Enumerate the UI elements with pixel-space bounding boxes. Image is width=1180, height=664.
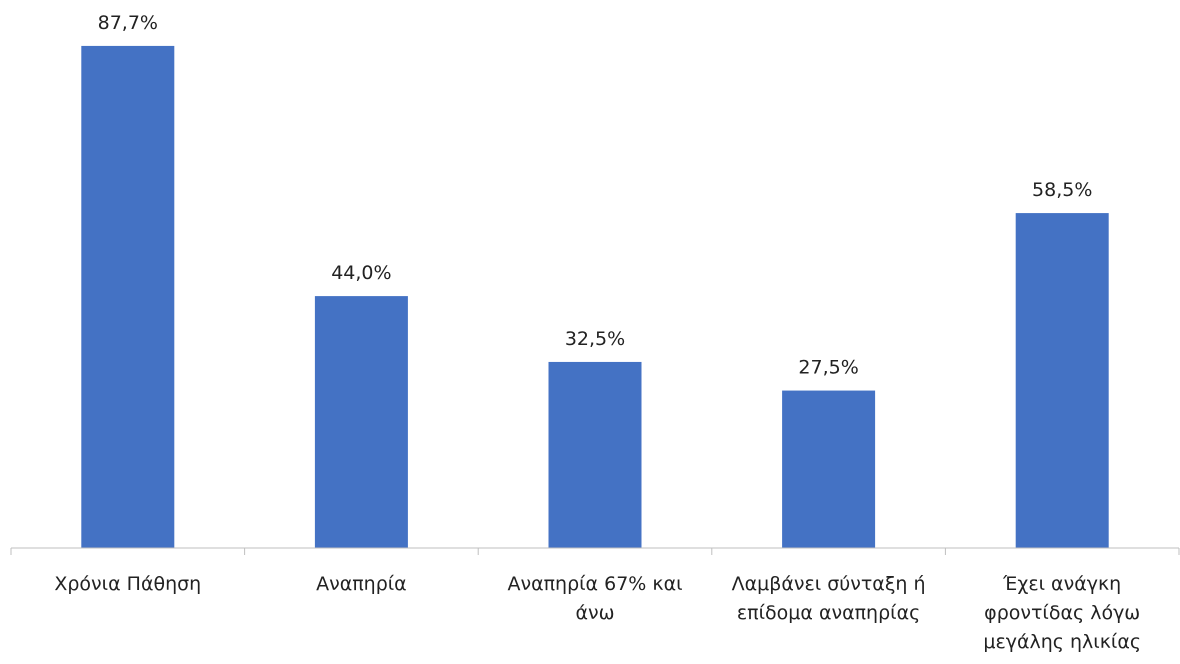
category-label-3: Λαμβάνει σύνταξη ή επίδομα αναπηρίας	[732, 573, 926, 624]
bar-0	[81, 45, 175, 548]
category-label-0: Χρόνια Πάθηση	[54, 573, 201, 595]
bar-1	[314, 296, 408, 548]
bars-group	[81, 45, 1109, 548]
x-axis	[10, 547, 1180, 555]
category-label-line: επίδομα αναπηρίας	[737, 602, 920, 624]
category-label-2: Αναπηρία 67% και άνω	[507, 573, 682, 624]
category-label-line: Λαμβάνει σύνταξη ή	[732, 573, 926, 595]
data-label-1: 44,0%	[331, 262, 391, 284]
bar-4	[1015, 213, 1109, 548]
category-label-line: Έχει ανάγκη	[1002, 573, 1121, 595]
bar-2	[548, 361, 642, 548]
category-label-line: Αναπηρία	[316, 573, 407, 595]
category-label-line: Χρόνια Πάθηση	[54, 573, 201, 595]
data-label-3: 27,5%	[798, 357, 858, 379]
bar-3	[782, 390, 876, 548]
category-label-1: Αναπηρία	[316, 573, 407, 595]
data-label-4: 58,5%	[1032, 179, 1092, 201]
category-labels-group: Χρόνια Πάθηση Αναπηρία Αναπηρία 67% και άνω…	[54, 573, 1141, 653]
category-label-4: Έχει ανάγκη φροντίδας λόγω μεγάλης ηλικίας	[983, 573, 1141, 653]
category-label-line: άνω	[575, 602, 614, 624]
data-label-0: 87,7%	[98, 12, 158, 34]
category-label-line: Αναπηρία 67% και	[507, 573, 682, 595]
data-label-2: 32,5%	[565, 328, 625, 350]
data-labels-group: 87,7% 44,0% 32,5% 27,5% 58,5%	[98, 12, 1093, 379]
category-label-line: φροντίδας λόγω	[984, 602, 1140, 624]
category-label-line: μεγάλης ηλικίας	[983, 631, 1141, 653]
